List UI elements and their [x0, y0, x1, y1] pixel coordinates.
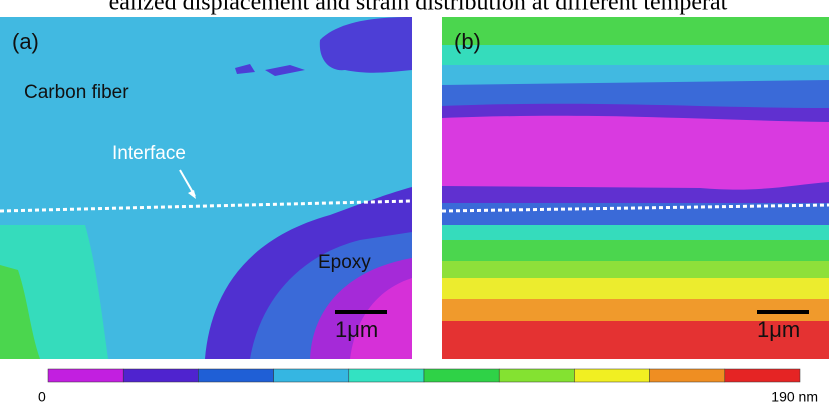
scale-label: 1μm — [335, 317, 378, 342]
panel-a — [0, 17, 413, 359]
colorbar-segment — [122, 368, 199, 383]
colorbar-segment — [649, 368, 726, 383]
colorbar — [47, 368, 801, 383]
panel-label: (a) — [12, 29, 39, 54]
colorbar-max: 190 nm — [771, 389, 818, 405]
colorbar-segment — [724, 368, 801, 383]
scale-label: 1μm — [757, 317, 800, 342]
colorbar-segment — [574, 368, 650, 383]
colorbar-segment — [198, 368, 274, 383]
annotation: Epoxy — [318, 252, 371, 273]
caption-title: ealized displacement and strain distribu… — [109, 0, 728, 16]
colorbar-segment — [423, 368, 500, 383]
colorbar-min: 0 — [38, 389, 46, 405]
colorbar-segment — [348, 368, 425, 383]
colorbar-segment — [47, 368, 124, 383]
annotation: Carbon fiber — [24, 82, 129, 103]
colorbar-segment — [273, 368, 350, 383]
panel-label: (b) — [454, 29, 481, 54]
colorbar-segment — [498, 368, 575, 383]
panel-b — [441, 17, 829, 359]
annotation: Interface — [112, 143, 186, 164]
